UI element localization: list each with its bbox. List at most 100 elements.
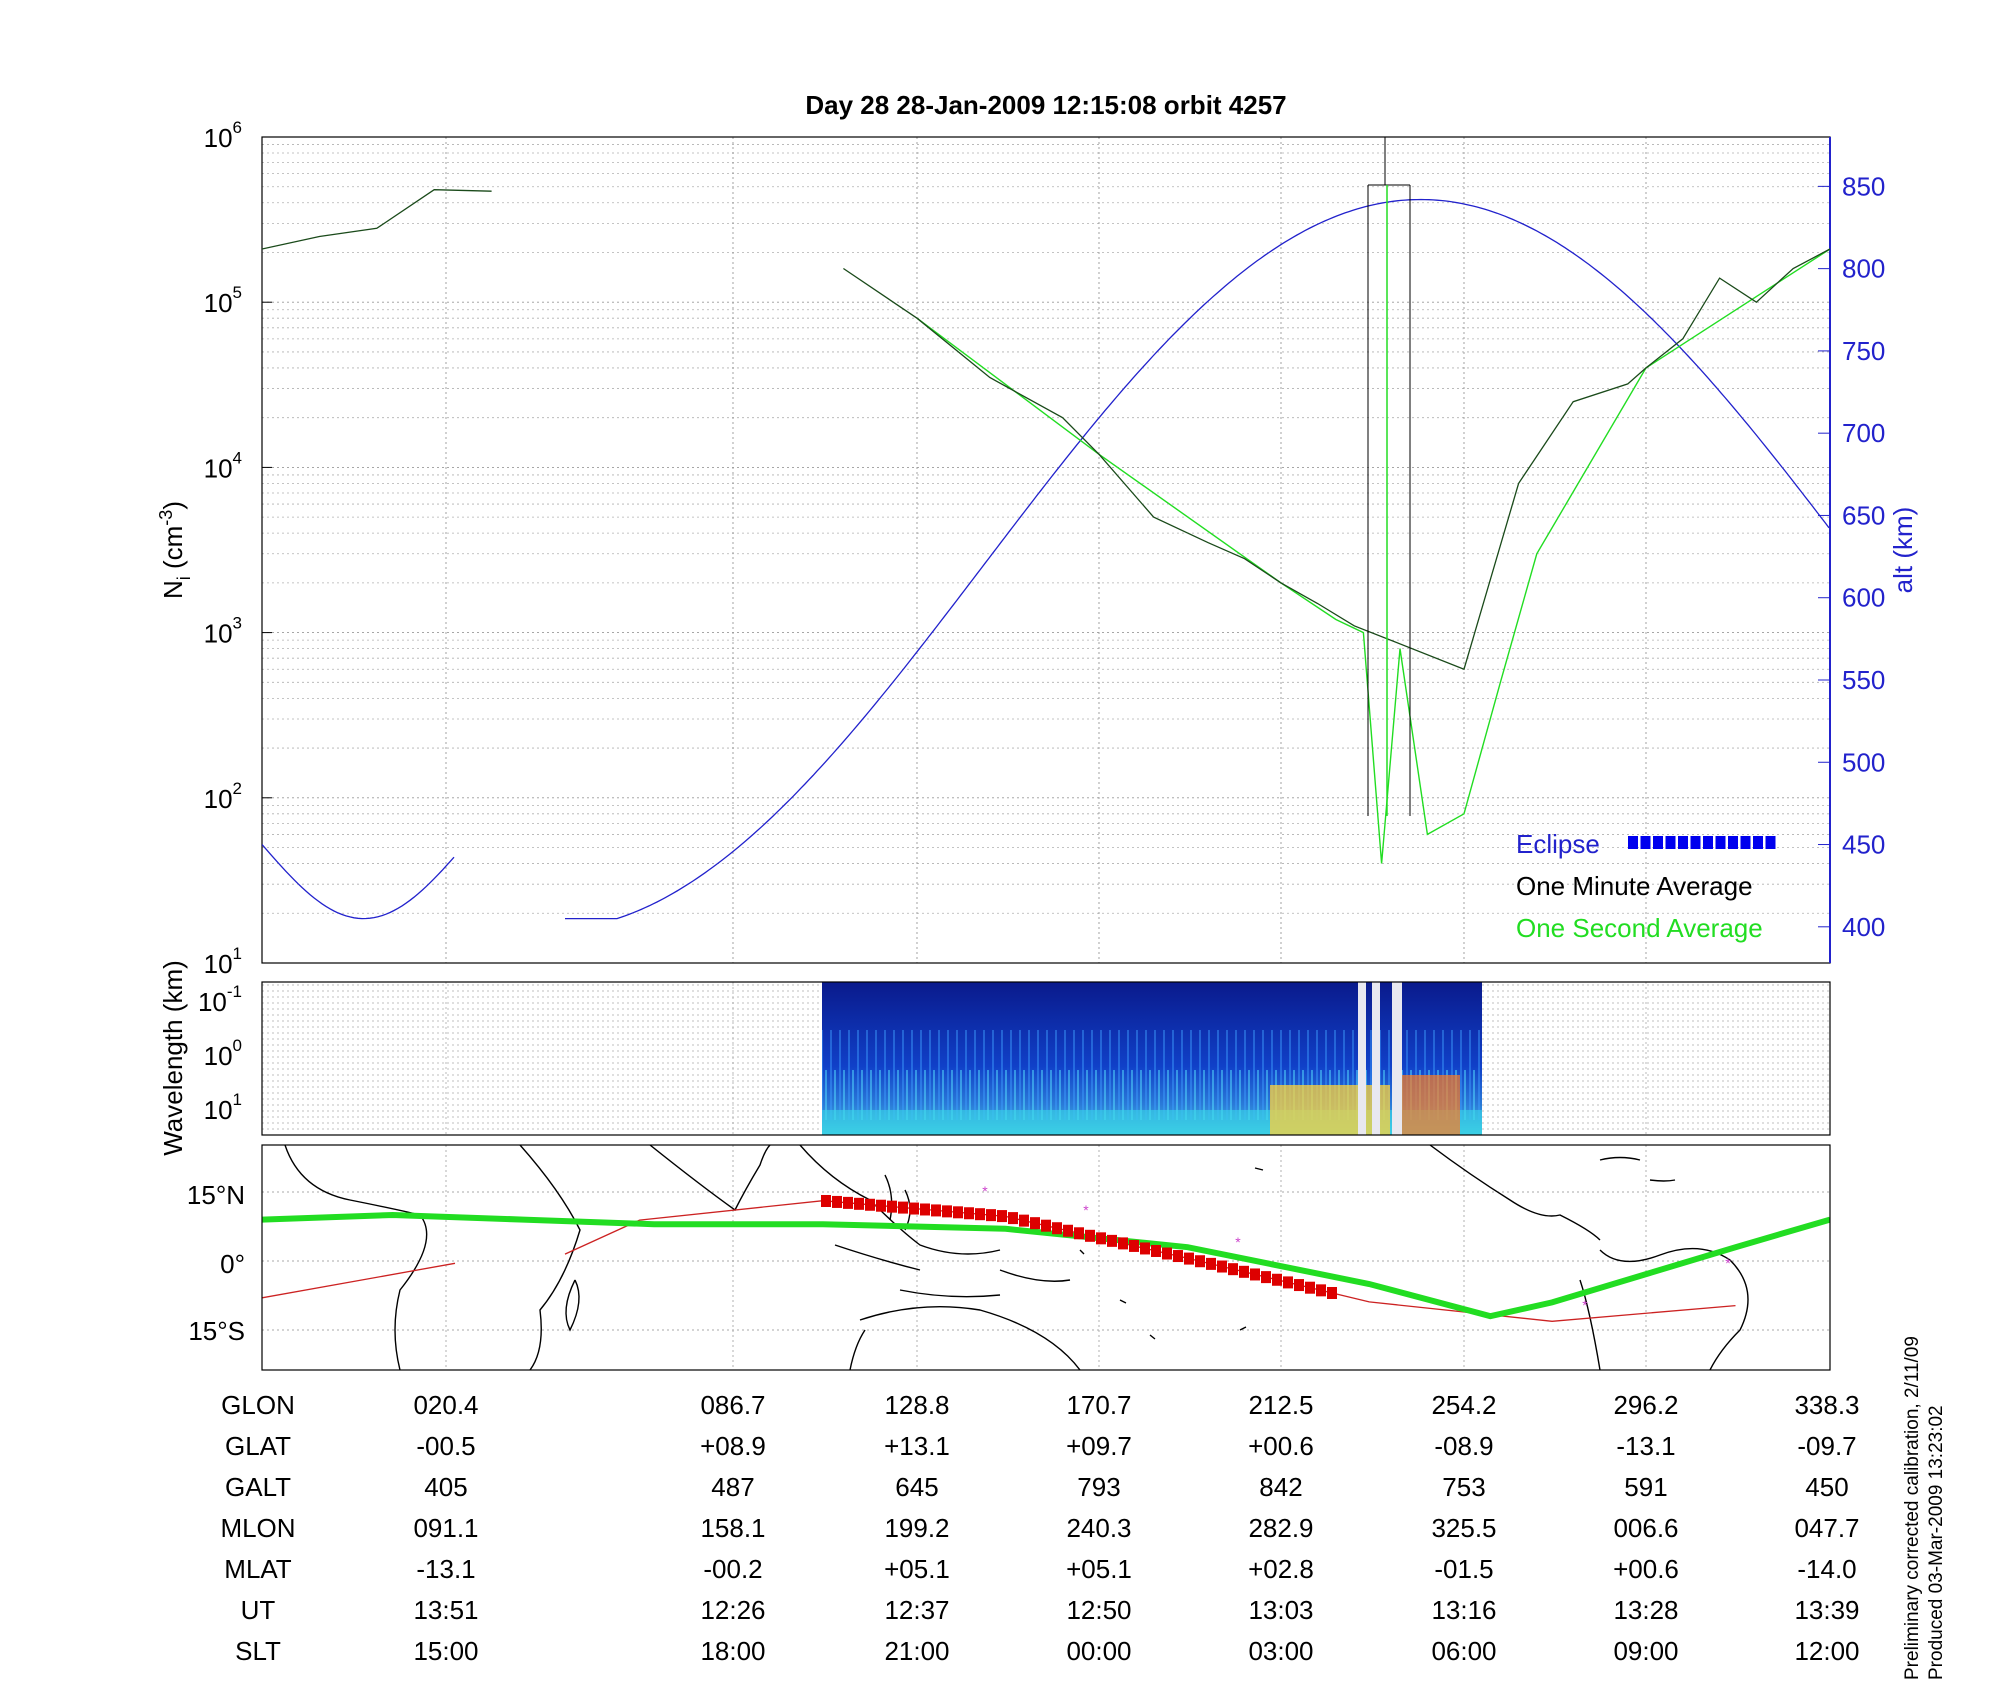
table-cell: 00:00 — [1066, 1636, 1131, 1666]
map-eclipse-marker — [1316, 1284, 1326, 1297]
table-cell: 170.7 — [1066, 1390, 1131, 1420]
legend-eclipse-mark — [1690, 836, 1701, 849]
altitude-y-tick-label: 650 — [1842, 500, 1885, 530]
table-cell: -01.5 — [1434, 1554, 1493, 1584]
map-eclipse-marker — [909, 1202, 919, 1215]
table-cell: 13:03 — [1248, 1595, 1313, 1625]
table-cell: 793 — [1077, 1472, 1120, 1502]
gap-box — [1367, 137, 1411, 816]
table-cell: 18:00 — [700, 1636, 765, 1666]
orbit-table: GLON 020.4 086.7 128.8 170.7 212.5 254.2 296.2 3… — [220, 1390, 1859, 1666]
table-cell: 13:28 — [1613, 1595, 1678, 1625]
map-lat-15s: 15°S — [188, 1316, 245, 1346]
legend-eclipse-mark — [1665, 836, 1676, 849]
table-cell: 487 — [711, 1472, 754, 1502]
one-second-average-line — [916, 248, 1830, 864]
legend: Eclipse One Minute Average One Second Av… — [1516, 829, 1776, 943]
indonesia — [834, 1244, 1071, 1298]
map-orbit-tick: * — [1235, 1234, 1241, 1250]
legend-eclipse-mark — [1753, 836, 1763, 849]
table-cell: +05.1 — [884, 1554, 950, 1584]
table-row-label: GALT — [225, 1472, 291, 1502]
table-cell: 212.5 — [1248, 1390, 1313, 1420]
table-cell: 296.2 — [1613, 1390, 1678, 1420]
density-grid — [262, 137, 1830, 964]
table-cell: 15:00 — [413, 1636, 478, 1666]
density-y-tick-label: 105 — [204, 283, 242, 318]
map-eclipse-marker — [1041, 1219, 1051, 1232]
table-cell: 753 — [1442, 1472, 1485, 1502]
table-row-label: SLT — [235, 1636, 281, 1666]
map-eclipse-marker — [865, 1198, 875, 1211]
map-eclipse-marker — [1096, 1232, 1106, 1245]
map-eclipse-marker — [1272, 1273, 1282, 1286]
one-minute-average-line-b — [843, 248, 1830, 671]
map-eclipse-marker — [1107, 1234, 1117, 1247]
table-cell: 13:16 — [1431, 1595, 1496, 1625]
altitude-y-tick-label: 600 — [1842, 583, 1885, 613]
table-row-label: UT — [241, 1595, 276, 1625]
table-cell: +13.1 — [884, 1431, 950, 1461]
spectrogram-y-label: Wavelength (km) — [158, 960, 188, 1156]
africa-coast — [284, 1145, 428, 1370]
altitude-y-tick-label: 450 — [1842, 830, 1885, 860]
map-eclipse-marker — [1283, 1276, 1293, 1289]
map-eclipse-marker — [1030, 1217, 1040, 1230]
altitude-y-tick-label: 800 — [1842, 254, 1885, 284]
altitude-y-tick-label: 550 — [1842, 665, 1885, 695]
table-cell: 128.8 — [884, 1390, 949, 1420]
map-eclipse-marker — [1184, 1252, 1194, 1265]
map-eclipse-marker — [1305, 1281, 1315, 1294]
map-eclipse-marker — [1239, 1265, 1249, 1278]
map-orbit-tick: * — [982, 1183, 988, 1199]
map-orbit-tick: * — [1582, 1297, 1588, 1313]
table-cell: 006.6 — [1613, 1513, 1678, 1543]
density-y-tick-label: 103 — [204, 614, 242, 649]
map-eclipse-marker — [1261, 1271, 1271, 1284]
table-cell: -00.2 — [703, 1554, 762, 1584]
map-eclipse-marker — [1008, 1212, 1018, 1225]
map-eclipse-marker — [1118, 1237, 1128, 1250]
map-y-ticks: 15°N 0° 15°S — [187, 1180, 245, 1346]
map-eclipse-marker — [1151, 1244, 1161, 1257]
chart-title: Day 28 28-Jan-2009 12:15:08 orbit 4257 — [805, 90, 1286, 120]
madagascar — [565, 1279, 580, 1332]
map-eclipse-marker — [1294, 1279, 1304, 1292]
map-eclipse-marker — [1327, 1286, 1337, 1299]
map-eclipse-marker — [1063, 1224, 1073, 1237]
legend-eclipse-mark — [1628, 836, 1638, 849]
spectrogram-y-tick-label: 10-1 — [198, 982, 242, 1017]
pacific-islands — [1079, 1167, 1264, 1340]
density-y-ticks: 101 102 103 104 105 106 — [204, 118, 272, 979]
coastlines — [284, 1145, 1749, 1370]
legend-eclipse-mark — [1678, 836, 1688, 849]
table-cell: 591 — [1624, 1472, 1667, 1502]
table-cell: -08.9 — [1434, 1431, 1493, 1461]
table-cell: 254.2 — [1431, 1390, 1496, 1420]
table-cell: 199.2 — [884, 1513, 949, 1543]
one-minute-average-line-a — [262, 189, 492, 250]
table-cell: 405 — [424, 1472, 467, 1502]
table-cell: 12:00 — [1794, 1636, 1859, 1666]
spectrogram-gap — [1358, 982, 1402, 1135]
table-cell: 047.7 — [1794, 1513, 1859, 1543]
altitude-y-tick-label: 850 — [1842, 171, 1885, 201]
spectrogram-y-tick-label: 101 — [204, 1090, 242, 1125]
legend-eclipse-mark — [1728, 836, 1738, 849]
legend-eclipse-swatch — [1628, 836, 1776, 849]
spectrogram-frame — [261, 981, 1831, 1136]
altitude-y-tick-label: 750 — [1842, 336, 1885, 366]
map-panel: * * * * * 15°N 0° 15°S — [187, 1144, 1831, 1371]
arabia-india — [649, 1145, 771, 1212]
altitude-y-tick-label: 400 — [1842, 912, 1885, 942]
table-cell: 12:26 — [700, 1595, 765, 1625]
map-eclipse-marker — [975, 1208, 985, 1221]
density-panel: 101 102 103 104 105 106 400 450 500 550 600 650 700… — [156, 118, 1918, 979]
map-eclipse-marker — [1173, 1250, 1183, 1263]
map-eclipse-marker — [953, 1206, 963, 1219]
map-eclipse-marker — [1195, 1255, 1205, 1268]
legend-eclipse-mark — [1715, 836, 1726, 849]
map-eclipse-marker — [964, 1207, 974, 1220]
table-cell: +08.9 — [700, 1431, 766, 1461]
